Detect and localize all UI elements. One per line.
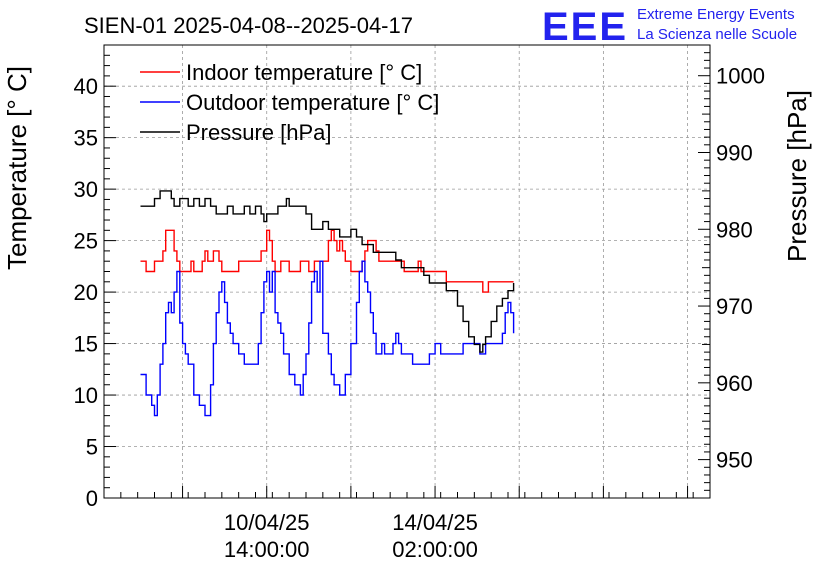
series-line-1 — [140, 260, 515, 417]
right-tick-label: 970 — [716, 294, 753, 319]
x-tick-label-time: 02:00:00 — [392, 537, 478, 562]
series-group — [140, 190, 515, 417]
legend-label-outdoor: Outdoor temperature [° C] — [186, 90, 439, 115]
y-axis-title-left: Temperature [° C] — [2, 66, 32, 270]
logo-mark: EEE — [542, 5, 628, 49]
eee-logo: EEE Extreme Energy Events La Scienza nel… — [542, 5, 797, 49]
y-axis-title-right: Pressure [hPa] — [782, 90, 812, 262]
left-tick-label: 35 — [74, 126, 98, 151]
x-tick-label-time: 14:00:00 — [224, 537, 310, 562]
logo-line-1: Extreme Energy Events — [637, 6, 795, 23]
right-tick-label: 1000 — [716, 64, 765, 89]
right-tick-label: 960 — [716, 371, 753, 396]
left-tick-label: 0 — [86, 486, 98, 511]
left-tick-label: 10 — [74, 383, 98, 408]
series-line-0 — [140, 229, 514, 293]
x-tick-label-date: 10/04/25 — [224, 510, 310, 535]
legend-label-indoor: Indoor temperature [° C] — [186, 60, 422, 85]
right-tick-label: 990 — [716, 140, 753, 165]
right-tick-label: 980 — [716, 217, 753, 242]
left-tick-label: 15 — [74, 332, 98, 357]
legend-label-pressure: Pressure [hPa] — [186, 120, 332, 145]
tick-labels: 0 5 10 15 20 25 30 35 40 950 960 970 980 990 1000 10/04… — [74, 64, 765, 562]
left-tick-label: 5 — [86, 435, 98, 460]
grid-lines — [104, 45, 710, 498]
logo-line-2: La Scienza nelle Scuole — [637, 26, 797, 43]
series-line-2 — [140, 190, 515, 353]
left-tick-label: 20 — [74, 280, 98, 305]
left-tick-label: 30 — [74, 177, 98, 202]
left-tick-label: 40 — [74, 74, 98, 99]
left-tick-label: 25 — [74, 229, 98, 254]
chart-title: SIEN-01 2025-04-08--2025-04-17 — [84, 13, 413, 38]
axis-ticks — [103, 44, 711, 499]
x-tick-label-date: 14/04/25 — [392, 510, 478, 535]
legend: Indoor temperature [° C] Outdoor tempera… — [140, 60, 439, 145]
right-tick-label: 950 — [716, 448, 753, 473]
